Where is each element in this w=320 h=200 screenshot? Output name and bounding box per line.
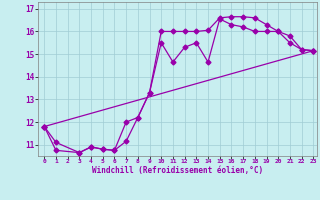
X-axis label: Windchill (Refroidissement éolien,°C): Windchill (Refroidissement éolien,°C) bbox=[92, 166, 263, 175]
